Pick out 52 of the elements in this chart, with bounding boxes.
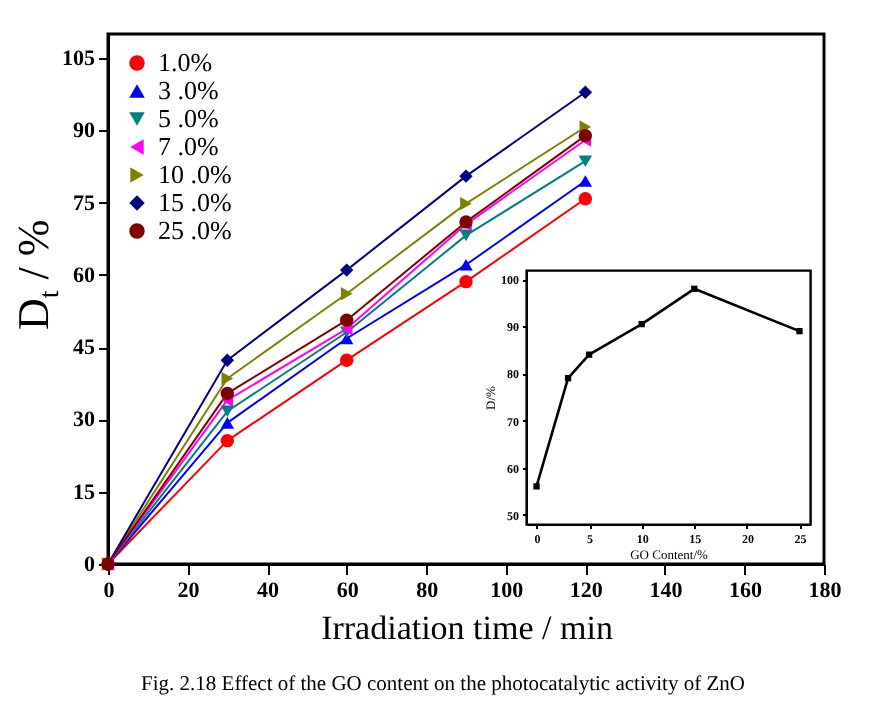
- point: [796, 327, 803, 335]
- point: [459, 258, 473, 271]
- point: [585, 351, 593, 358]
- legend-label: 25 .0%: [158, 215, 232, 245]
- point: [459, 274, 473, 289]
- point: [459, 169, 473, 183]
- y-tick-label: 105: [62, 47, 96, 72]
- x-axis-title: Irradiation time / min: [321, 609, 614, 647]
- y-tick-label: 30: [73, 408, 96, 433]
- point: [459, 229, 473, 242]
- x-tick-label: 60: [336, 579, 360, 603]
- x-tick-label: 120: [569, 579, 604, 603]
- x-tick-label: 140: [649, 579, 684, 603]
- x-tick-label: 80: [416, 579, 440, 603]
- point: [220, 433, 235, 448]
- point: [578, 128, 593, 143]
- point: [578, 155, 593, 168]
- x-tick-label: 0: [103, 579, 116, 603]
- legend-label: 3 .0%: [158, 75, 219, 105]
- y-tick-label: 15: [73, 480, 96, 505]
- legend-label: 7 .0%: [158, 131, 219, 161]
- point: [691, 285, 698, 292]
- y-tick-label: 45: [73, 336, 96, 361]
- point: [220, 405, 235, 418]
- point: [339, 263, 354, 277]
- x-tick-label: 160: [728, 579, 763, 603]
- point: [339, 353, 354, 367]
- point: [460, 196, 472, 211]
- point: [578, 175, 593, 187]
- point: [578, 85, 593, 100]
- point: [638, 320, 645, 328]
- point: [578, 192, 593, 206]
- point: [221, 371, 234, 386]
- point: [220, 353, 235, 367]
- y-tick-label: 90: [73, 119, 96, 144]
- x-tick-label: 40: [257, 579, 281, 603]
- point: [220, 417, 235, 429]
- x-tick-label: 20: [177, 579, 201, 603]
- point: [340, 286, 353, 301]
- point: [564, 375, 572, 382]
- point: [339, 313, 354, 327]
- point: [533, 483, 540, 490]
- legend-label: 1.0%: [158, 47, 213, 77]
- y-tick-label: 0: [84, 553, 96, 577]
- legend-label: 15 .0%: [158, 187, 232, 217]
- legend-label: 5 .0%: [158, 103, 219, 133]
- y-tick-label: 75: [73, 191, 96, 216]
- y-tick-label: 60: [73, 263, 96, 288]
- point: [220, 386, 235, 401]
- caption: Fig. 2.18 Effect of the GO content on the photocatalytic activity of ZnO: [139, 674, 747, 696]
- legend-label: 10 .0%: [158, 159, 232, 189]
- x-tick-label: 180: [808, 579, 843, 603]
